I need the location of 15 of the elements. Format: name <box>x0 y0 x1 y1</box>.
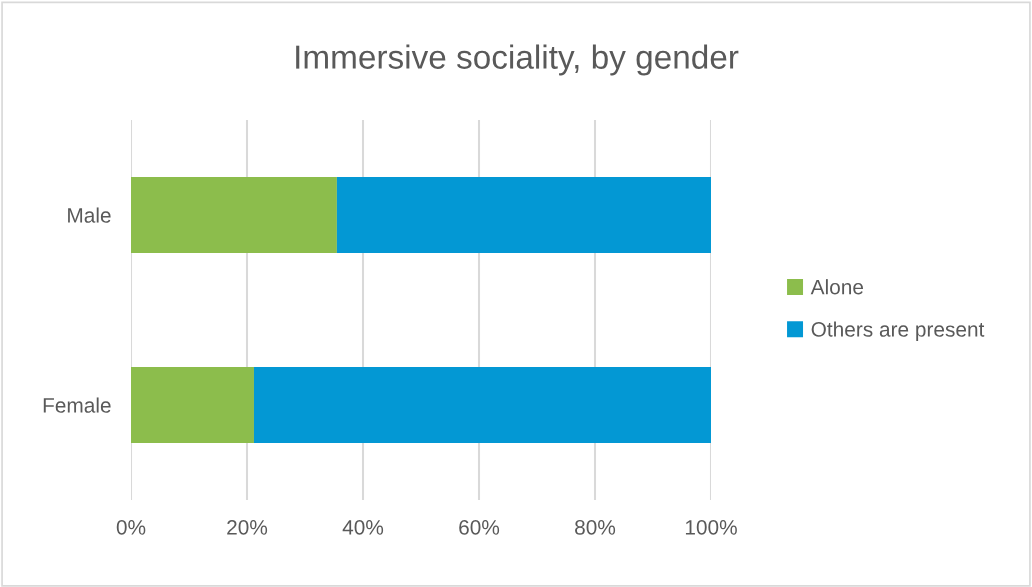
x-tick-label: 80% <box>575 519 616 535</box>
x-tick-label: 100% <box>685 519 737 535</box>
x-tick-label: 60% <box>459 519 500 535</box>
bar <box>336 177 711 253</box>
legend-label: Others are present <box>811 321 985 341</box>
x-tick-label: 0% <box>116 519 146 535</box>
y-tick-label: Male <box>68 207 111 223</box>
bar <box>253 367 711 443</box>
legend-label: Alone <box>810 279 864 295</box>
bar <box>131 177 337 253</box>
y-tick-label: Female <box>43 397 111 413</box>
bar <box>131 367 254 443</box>
x-tick-label: 20% <box>227 519 268 535</box>
x-tick-label: 40% <box>342 519 384 535</box>
chart-title: Immersive sociality, by gender <box>296 44 739 76</box>
